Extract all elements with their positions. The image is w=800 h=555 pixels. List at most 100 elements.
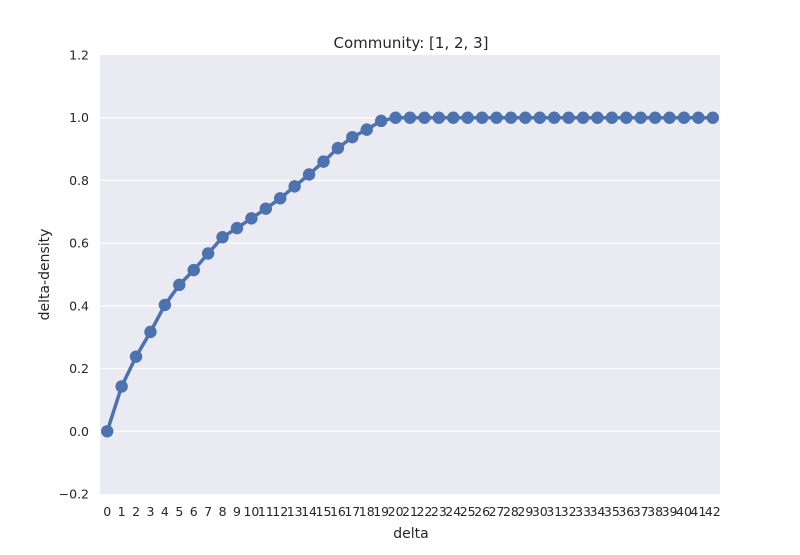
x-tick-label: 7 [204, 504, 212, 519]
x-tick-label: 25 [460, 504, 476, 519]
x-tick-label: 37 [633, 504, 649, 519]
y-tick-label: 1.2 [69, 48, 89, 63]
y-axis-label: delta-density [37, 229, 53, 321]
y-tick-labels: −0.2 0.0 0.2 0.4 0.6 0.8 1.0 1.2 [59, 48, 89, 502]
x-tick-label: 15 [316, 504, 332, 519]
y-tick-label: 0.0 [69, 424, 89, 439]
data-point [576, 111, 590, 124]
data-point [201, 247, 215, 260]
x-tick-label: 27 [489, 504, 505, 519]
x-tick-label: 32 [561, 504, 577, 519]
x-tick-label: 42 [705, 504, 721, 519]
x-tick-label: 13 [287, 504, 303, 519]
x-tick-label: 33 [575, 504, 591, 519]
data-point [591, 111, 604, 124]
data-point [447, 111, 460, 124]
y-tick-label: 0.4 [69, 298, 89, 313]
data-point [634, 111, 647, 124]
data-point [562, 111, 575, 124]
data-point [547, 111, 561, 124]
y-tick-label: 0.8 [69, 173, 89, 188]
data-point [288, 180, 301, 193]
data-point [490, 111, 503, 124]
x-tick-label: 21 [402, 504, 418, 519]
data-point [389, 111, 402, 124]
x-tick-label: 5 [175, 504, 183, 519]
x-tick-label: 10 [243, 504, 259, 519]
data-point [418, 111, 431, 124]
x-tick-label: 3 [146, 504, 154, 519]
x-tick-label: 19 [373, 504, 389, 519]
data-point [259, 202, 273, 215]
x-tick-label: 29 [517, 504, 533, 519]
data-point [187, 263, 200, 277]
data-point [648, 111, 662, 124]
data-point [605, 111, 619, 124]
data-point [317, 155, 330, 168]
x-tick-label: 30 [532, 504, 548, 519]
data-point [692, 111, 705, 124]
x-tick-label: 20 [388, 504, 404, 519]
x-axis-label: delta [393, 526, 428, 542]
data-point [101, 425, 114, 438]
x-tick-label: 18 [359, 504, 375, 519]
x-tick-label: 2 [132, 504, 140, 519]
data-point [230, 221, 244, 235]
x-tick-label: 14 [301, 504, 317, 519]
x-tick-label: 9 [233, 504, 241, 519]
data-point [274, 192, 287, 205]
data-point [432, 111, 446, 124]
x-tick-label: 34 [589, 504, 605, 519]
x-tick-label: 8 [219, 504, 227, 519]
x-tick-label: 26 [474, 504, 490, 519]
data-point [144, 325, 157, 339]
x-tick-label: 4 [161, 504, 169, 519]
data-point [173, 278, 186, 292]
data-point [158, 298, 172, 312]
x-tick-label: 31 [546, 504, 562, 519]
data-point [331, 141, 345, 155]
data-point [129, 350, 143, 363]
data-point [504, 111, 518, 124]
data-point [346, 130, 359, 144]
x-tick-label: 35 [604, 504, 620, 519]
data-point [302, 168, 316, 181]
x-tick-labels: 0 1 2 3 4 5 6 7 8 9 101112131415161718192021222324… [103, 504, 721, 519]
x-tick-label: 23 [431, 504, 447, 519]
x-tick-label: 36 [618, 504, 634, 519]
x-tick-label: 11 [258, 504, 274, 519]
data-point [475, 111, 489, 124]
x-tick-label: 1 [118, 504, 126, 519]
y-tick-label: −0.2 [59, 487, 89, 502]
x-tick-label: 24 [445, 504, 461, 519]
plot-area [100, 55, 720, 494]
data-point [403, 111, 417, 124]
y-tick-label: 0.6 [69, 236, 89, 251]
data-point [360, 123, 373, 136]
x-tick-label: 28 [503, 504, 519, 519]
x-tick-label: 39 [662, 504, 678, 519]
data-point [677, 111, 691, 124]
data-point [519, 111, 532, 124]
x-tick-label: 16 [330, 504, 346, 519]
data-point [115, 380, 128, 393]
data-point [533, 111, 546, 124]
x-tick-label: 6 [190, 504, 198, 519]
y-tick-label: 0.2 [69, 361, 89, 376]
data-point [663, 111, 676, 124]
data-point [216, 230, 229, 244]
x-tick-label: 38 [647, 504, 663, 519]
data-point [620, 111, 633, 124]
x-tick-label: 41 [690, 504, 706, 519]
x-tick-label: 22 [416, 504, 432, 519]
data-point [461, 111, 474, 124]
x-tick-label: 0 [103, 504, 111, 519]
x-tick-label: 12 [272, 504, 288, 519]
data-point [374, 114, 388, 128]
series-layer [101, 111, 719, 438]
x-tick-label: 40 [676, 504, 692, 519]
y-tick-label: 1.0 [69, 110, 89, 125]
x-tick-label: 17 [344, 504, 360, 519]
